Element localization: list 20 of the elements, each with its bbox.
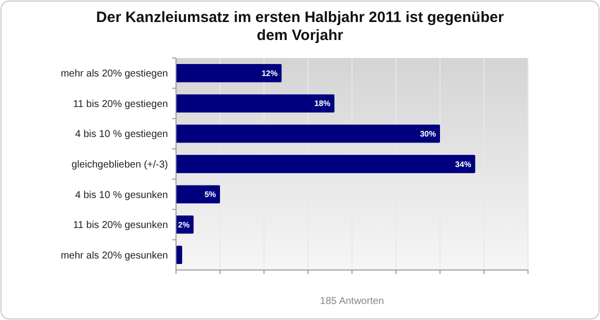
- bar: [176, 64, 282, 82]
- y-tick-label: mehr als 20% gestiegen: [60, 68, 168, 80]
- text: 185 Antworten: [320, 296, 384, 307]
- data-label: 30%: [420, 130, 436, 139]
- data-label: 18%: [314, 99, 330, 108]
- y-tick-label: gleichgeblieben (+/-3): [72, 160, 168, 170]
- y-tick-label: 4 bis 10 % gestiegen: [75, 129, 168, 140]
- y-tick-label: mehr als 20% gesunken: [60, 250, 168, 262]
- y-tick-label: 4 bis 10 % gesunken: [75, 190, 168, 201]
- data-label: 5%: [204, 190, 216, 200]
- chart-title: Der Kanzleiumsatz im ersten Halbjahr 2011 ist gegenüber dem Vorjahr: [96, 9, 504, 44]
- y-tick-label: 11 bis 20% gesunken: [73, 220, 168, 232]
- data-label: 12%: [262, 68, 278, 78]
- y-tick-label: 11 bis 20% gestiegen: [73, 98, 168, 110]
- data-label: 34%: [455, 160, 472, 169]
- bar: [176, 185, 220, 204]
- bar: [176, 124, 440, 143]
- data-label: 2%: [178, 220, 190, 230]
- bar: [176, 154, 476, 174]
- bar: [176, 94, 334, 113]
